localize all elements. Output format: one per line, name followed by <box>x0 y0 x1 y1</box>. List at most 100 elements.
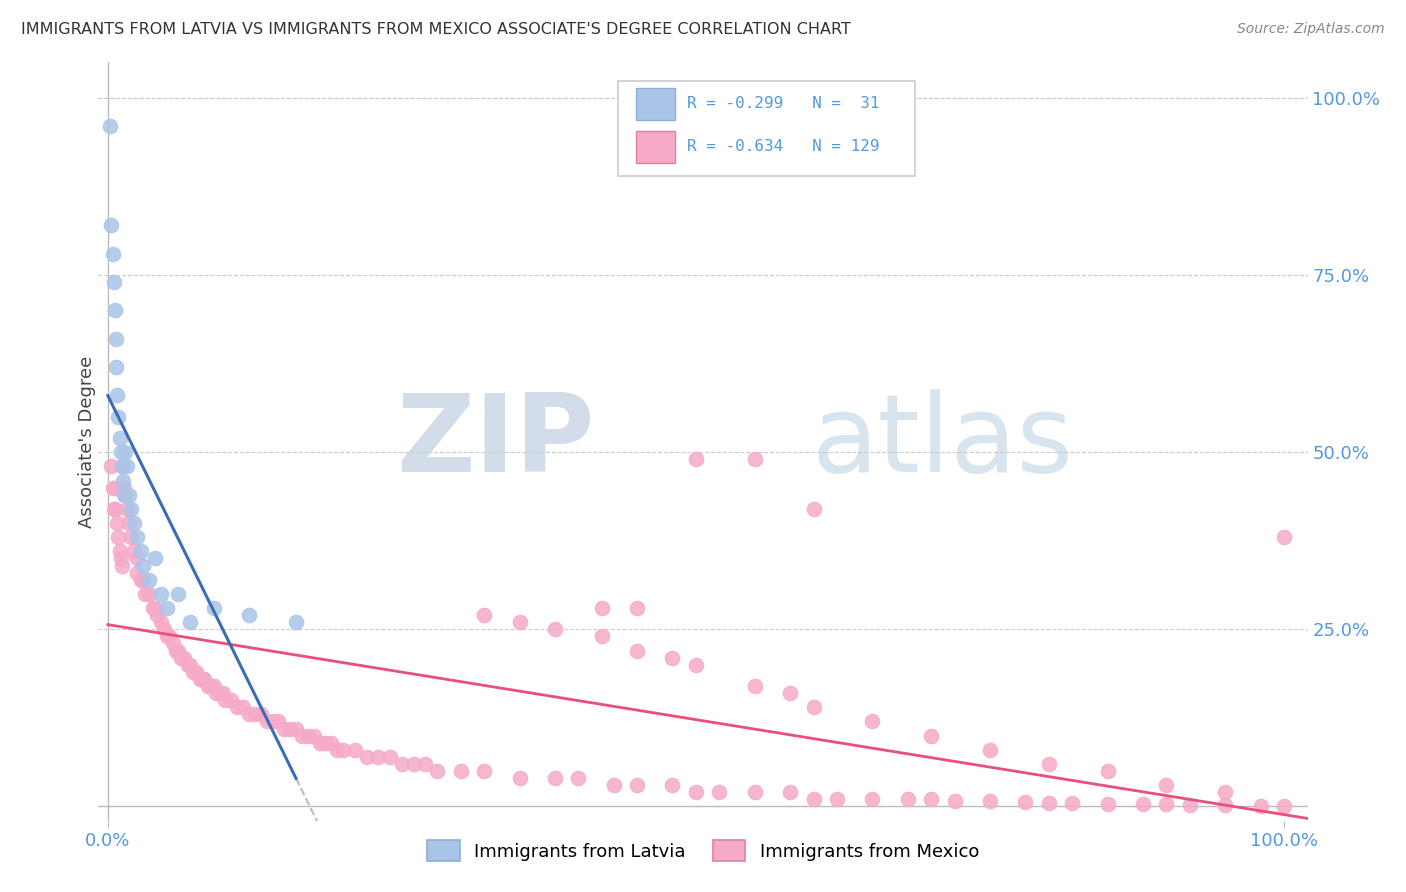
Point <box>285 615 308 630</box>
Point <box>112 459 135 474</box>
Point <box>979 743 1001 757</box>
Point <box>170 650 193 665</box>
Point <box>132 558 155 573</box>
Point <box>120 501 142 516</box>
Point <box>1132 797 1154 811</box>
Point <box>143 551 166 566</box>
Point <box>979 794 1001 808</box>
Point <box>378 750 401 764</box>
Text: R = -0.634   N = 129: R = -0.634 N = 129 <box>688 139 880 154</box>
Legend: Immigrants from Latvia, Immigrants from Mexico: Immigrants from Latvia, Immigrants from … <box>420 833 986 869</box>
Point <box>267 714 290 729</box>
Point <box>661 650 683 665</box>
Point <box>238 608 260 623</box>
Point <box>149 615 172 630</box>
Point <box>100 219 122 233</box>
Point <box>104 303 127 318</box>
Point <box>188 672 211 686</box>
Point <box>205 686 228 700</box>
Point <box>167 587 190 601</box>
Point <box>105 332 128 346</box>
Point <box>193 672 215 686</box>
Point <box>105 360 128 375</box>
Text: ZIP: ZIP <box>395 389 595 494</box>
Point <box>134 587 156 601</box>
Text: atlas: atlas <box>811 389 1074 494</box>
Point <box>273 722 295 736</box>
Point <box>897 792 920 806</box>
Point <box>122 516 145 530</box>
Point <box>1213 785 1236 799</box>
Point <box>149 587 172 601</box>
Point <box>367 750 389 764</box>
Point <box>1213 798 1236 813</box>
Point <box>143 601 166 615</box>
Point <box>356 750 378 764</box>
Point <box>157 629 180 643</box>
Point <box>191 672 214 686</box>
Point <box>120 530 142 544</box>
Point <box>602 778 624 792</box>
Point <box>661 778 683 792</box>
Point <box>1038 796 1060 810</box>
Y-axis label: Associate's Degree: Associate's Degree <box>79 355 96 528</box>
Point <box>179 615 201 630</box>
Point <box>115 459 138 474</box>
Point <box>567 771 589 785</box>
Point <box>685 785 707 799</box>
Point <box>402 756 425 771</box>
Point <box>232 700 254 714</box>
Point <box>321 736 343 750</box>
Point <box>165 643 187 657</box>
Point <box>107 409 129 424</box>
Point <box>156 601 179 615</box>
Point <box>744 785 766 799</box>
FancyBboxPatch shape <box>619 81 915 177</box>
Point <box>108 544 131 558</box>
Point <box>212 686 235 700</box>
Point <box>508 771 530 785</box>
Point <box>1178 798 1201 813</box>
Point <box>112 488 135 502</box>
Point <box>197 679 219 693</box>
Point <box>202 679 225 693</box>
Point <box>138 587 160 601</box>
Point <box>141 601 163 615</box>
Point <box>107 530 129 544</box>
Point <box>326 743 349 757</box>
Point <box>1156 778 1178 792</box>
Point <box>221 693 243 707</box>
Point <box>1272 530 1295 544</box>
Text: Source: ZipAtlas.com: Source: ZipAtlas.com <box>1237 22 1385 37</box>
Point <box>101 481 124 495</box>
Point <box>177 657 200 672</box>
FancyBboxPatch shape <box>637 88 675 120</box>
Point <box>825 792 848 806</box>
Point <box>415 756 437 771</box>
Point <box>202 601 225 615</box>
Point <box>685 657 707 672</box>
Point <box>860 792 883 806</box>
Point <box>122 544 145 558</box>
Point <box>127 551 149 566</box>
Point <box>685 452 707 467</box>
Point <box>115 501 138 516</box>
Point <box>103 501 125 516</box>
Point <box>162 636 184 650</box>
Point <box>100 459 122 474</box>
Point <box>105 481 128 495</box>
Point <box>278 722 301 736</box>
Point <box>332 743 354 757</box>
Point <box>472 764 495 778</box>
Point <box>114 488 136 502</box>
Point <box>626 601 648 615</box>
Point <box>249 707 271 722</box>
FancyBboxPatch shape <box>637 131 675 162</box>
Point <box>744 679 766 693</box>
Point <box>308 736 330 750</box>
Point <box>291 729 314 743</box>
Point <box>226 700 249 714</box>
Point <box>179 657 201 672</box>
Point <box>105 388 128 402</box>
Point <box>167 643 190 657</box>
